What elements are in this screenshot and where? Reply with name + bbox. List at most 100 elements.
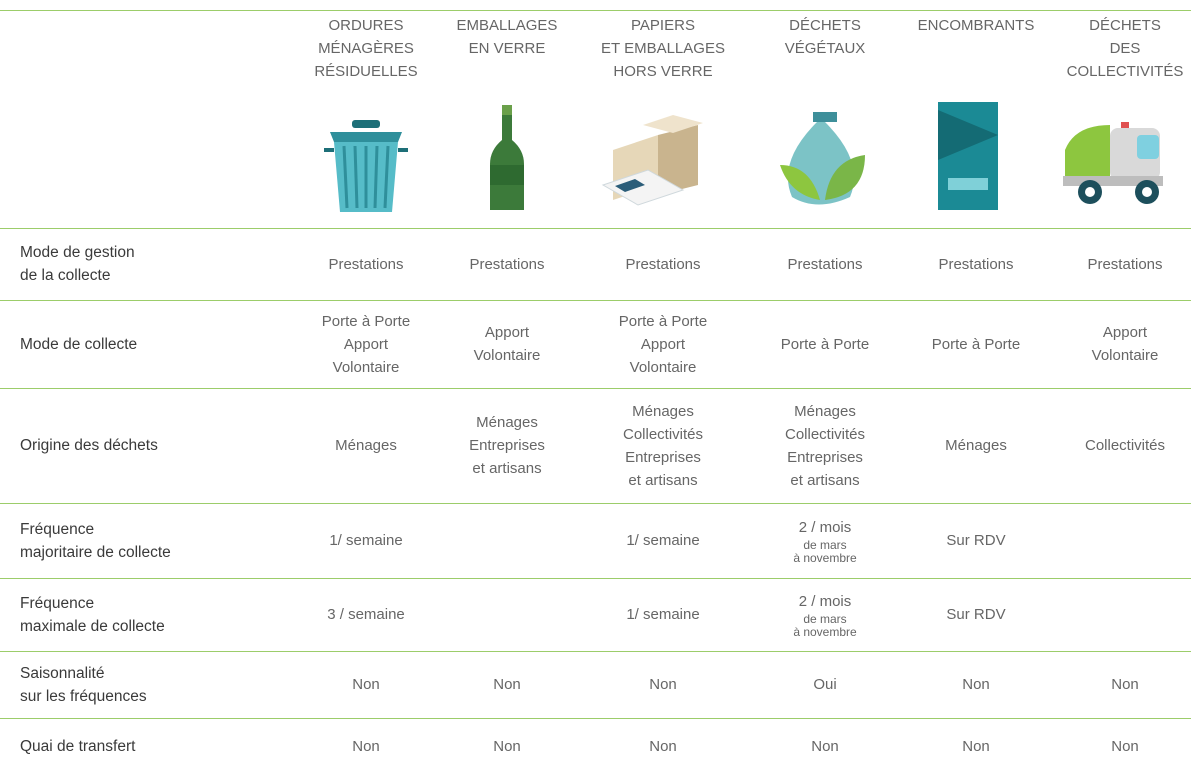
table-cell: Non [433,718,581,775]
table-cell: Oui [751,651,899,718]
text-line: Entreprises [469,434,545,457]
text-line: ENCOMBRANTS [918,14,1035,37]
text-line: COLLECTIVITÉS [1067,60,1184,83]
bottle-icon [490,105,524,210]
text-line: Prestations [787,253,862,276]
text-line: 1/ semaine [626,529,699,552]
text-line: Porte à Porte [932,333,1020,356]
text-line: Non [493,735,521,758]
text-line: Porte à Porte [781,333,869,356]
text-line: EMBALLAGES [457,14,558,37]
text-line: Non [493,673,521,696]
text-line: Non [811,735,839,758]
text-line: ET EMBALLAGES [601,37,725,60]
table-cell: Non [589,651,737,718]
text-line: et artisans [472,457,541,480]
text-line: Volontaire [474,344,541,367]
table-cell: Non [1051,651,1191,718]
table-cell: 3 / semaine [292,578,440,651]
text-line: DÉCHETS [1089,14,1161,37]
text-line: Apport [1103,321,1147,344]
text-line: Oui [813,673,836,696]
text-line: Prestations [328,253,403,276]
table-cell: Non [751,718,899,775]
table-cell: Prestations [433,228,581,300]
table-cell: Ménages [292,388,440,503]
table-cell: 1/ semaine [589,578,737,651]
text-line: Non [352,673,380,696]
table-cell: Non [1051,718,1191,775]
text-line: ORDURES [328,14,403,37]
text-line: Non [649,735,677,758]
text-line: Mode de collecte [20,333,137,356]
column-header: ENCOMBRANTS [902,14,1050,37]
row-label: Origine des déchets [20,388,290,503]
text-line: majoritaire de collecte [20,541,171,564]
text-line: DES [1110,37,1141,60]
text-line: Prestations [1087,253,1162,276]
text-line: Fréquence [20,592,94,615]
table-cell: Non [589,718,737,775]
bulky-icon [938,102,998,210]
text-line: Origine des déchets [20,434,158,457]
table-cell: Prestations [902,228,1050,300]
text-line: Ménages [476,411,538,434]
table-cell: Porte à Porte [751,300,899,388]
table-cell: Non [902,718,1050,775]
text-line: de la collecte [20,264,110,287]
text-line: Ménages [335,434,397,457]
text-line: Non [1111,735,1139,758]
text-line: Sur RDV [946,529,1005,552]
text-line: 1/ semaine [626,603,699,626]
text-line: à novembre [793,626,856,639]
table-cell: Non [433,651,581,718]
text-line: Apport [485,321,529,344]
text-line: Prestations [469,253,544,276]
text-line: Entreprises [787,446,863,469]
table-cell: Prestations [589,228,737,300]
text-line: Non [1111,673,1139,696]
text-line: Mode de gestion [20,241,135,264]
text-line: maximale de collecte [20,615,165,638]
text-line: sur les fréquences [20,685,147,708]
text-line: Prestations [625,253,700,276]
text-line: Apport [344,333,388,356]
text-line: à novembre [793,552,856,565]
text-line: Apport [641,333,685,356]
text-line: Non [352,735,380,758]
table-cell: Ménages [902,388,1050,503]
text-line: et artisans [790,469,859,492]
text-line: EN VERRE [469,37,546,60]
table-cell: Prestations [751,228,899,300]
text-line: Ménages [794,400,856,423]
text-line: Non [962,673,990,696]
table-cell: Non [292,651,440,718]
text-line: Sur RDV [946,603,1005,626]
table-cell: Non [292,718,440,775]
table-cell: 2 / moisde marsà novembre [751,503,899,578]
divider [0,10,1191,11]
text-line: Volontaire [1092,344,1159,367]
text-line: Non [962,735,990,758]
text-line: Collectivités [1085,434,1165,457]
text-line: Entreprises [625,446,701,469]
row-label: Fréquencemaximale de collecte [20,578,290,651]
leaf-icon [780,112,865,205]
text-line: VÉGÉTAUX [785,37,866,60]
row-label: Mode de collecte [20,300,290,388]
table-cell: 2 / moisde marsà novembre [751,578,899,651]
bin-icon [324,120,408,212]
text-line: MÉNAGÈRES [318,37,414,60]
truck-icon [1063,122,1163,204]
text-line: 3 / semaine [327,603,405,626]
